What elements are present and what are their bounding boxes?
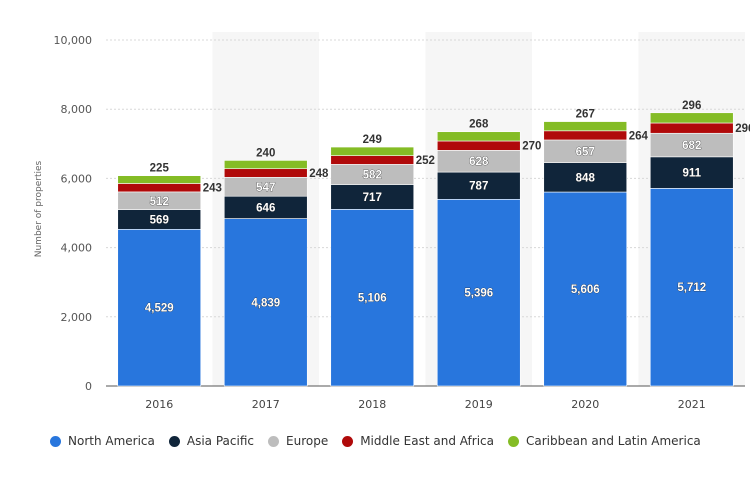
bar-segment-asia-pacific	[330, 184, 415, 210]
data-label: 512	[150, 196, 169, 208]
y-tick-label: 6,000	[61, 172, 93, 185]
data-label: 787	[469, 181, 488, 193]
bar-segment-caribbean-and-latin-america	[436, 131, 521, 142]
x-tick-label: 2016	[145, 398, 173, 411]
bar-segment-middle-east-and-africa	[223, 168, 308, 178]
data-label: 225	[150, 163, 170, 175]
data-label: 270	[522, 141, 541, 153]
bar-segment-caribbean-and-latin-america	[223, 160, 308, 170]
data-label: 267	[576, 109, 595, 121]
bar-segment-middle-east-and-africa	[436, 140, 521, 151]
legend-marker-icon	[168, 435, 180, 447]
bar-segment-north-america	[223, 218, 308, 387]
data-label: 240	[256, 147, 275, 159]
legend-label: Asia Pacific	[186, 434, 254, 448]
data-label: 5,712	[677, 282, 706, 294]
data-label: 243	[203, 183, 222, 195]
x-tick-label: 2020	[571, 398, 599, 411]
data-label: 657	[576, 146, 595, 158]
bar-segment-caribbean-and-latin-america	[543, 121, 628, 132]
x-tick-label: 2019	[465, 398, 493, 411]
data-label: 646	[256, 202, 275, 214]
x-tick-label: 2018	[358, 398, 386, 411]
legend-item[interactable]: Middle East and Africa	[342, 434, 494, 448]
bar-segment-north-america	[330, 209, 415, 387]
data-label: 848	[576, 172, 596, 184]
bar-segment-north-america	[117, 228, 202, 387]
bar-segment-middle-east-and-africa	[330, 155, 415, 165]
bar-segment-asia-pacific	[543, 162, 628, 193]
data-label: 5,106	[358, 293, 387, 305]
y-tick-label: 10,000	[54, 34, 93, 47]
data-label: 628	[469, 156, 489, 168]
y-tick-label: 2,000	[61, 311, 93, 324]
data-label: 249	[363, 134, 382, 146]
legend-marker-icon	[50, 435, 61, 447]
data-label: 268	[469, 119, 489, 131]
data-label: 547	[256, 182, 275, 194]
bar-segment-north-america	[436, 198, 521, 387]
bar-segment-middle-east-and-africa	[543, 130, 628, 141]
data-label: 717	[363, 192, 382, 204]
legend-label: Middle East and Africa	[360, 434, 494, 448]
bar-segment-caribbean-and-latin-america	[117, 175, 202, 184]
data-label: 4,529	[145, 303, 174, 315]
legend-label: Caribbean and Latin America	[525, 434, 701, 448]
bar-segment-middle-east-and-africa	[117, 183, 202, 193]
data-label: 569	[150, 214, 169, 226]
legend-item[interactable]: Europe	[268, 434, 328, 448]
legend: North America Asia Pacific Europe Middle Ea…	[50, 434, 715, 448]
bar-segment-asia-pacific	[649, 156, 734, 189]
legend-item[interactable]: Caribbean and Latin America	[507, 434, 701, 448]
bar-segment-caribbean-and-latin-america	[649, 112, 734, 124]
y-tick-label: 8,000	[61, 103, 93, 116]
data-label: 252	[416, 155, 435, 167]
legend-item[interactable]: North America	[50, 434, 155, 448]
data-label: 248	[309, 168, 329, 180]
data-label: 582	[363, 169, 382, 181]
bar-segment-middle-east-and-africa	[649, 122, 734, 134]
data-label: 682	[682, 140, 701, 152]
y-axis-label: Number of properties	[34, 160, 44, 258]
legend-marker-icon	[342, 435, 354, 447]
legend-marker-icon	[268, 435, 279, 447]
data-label: 4,839	[251, 297, 280, 309]
bar-segment-caribbean-and-latin-america	[330, 146, 415, 156]
x-tick-label: 2021	[678, 398, 706, 411]
y-tick-label: 0	[85, 380, 92, 393]
bar-segment-asia-pacific	[436, 171, 521, 200]
y-tick-label: 4,000	[61, 242, 93, 255]
data-label: 296	[735, 123, 750, 135]
bar-segment-north-america	[649, 188, 734, 387]
legend-label: North America	[68, 434, 155, 448]
data-label: 264	[629, 130, 649, 142]
bar-segment-north-america	[543, 191, 628, 387]
data-label: 296	[682, 100, 701, 112]
data-label: 911	[682, 168, 701, 180]
legend-item[interactable]: Asia Pacific	[168, 434, 254, 448]
x-tick-label: 2017	[252, 398, 280, 411]
data-label: 5,396	[464, 288, 493, 300]
data-label: 5,606	[571, 284, 600, 296]
legend-marker-icon	[507, 435, 519, 447]
legend-label: Europe	[286, 434, 329, 448]
